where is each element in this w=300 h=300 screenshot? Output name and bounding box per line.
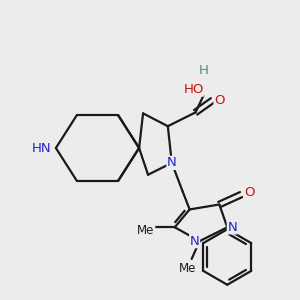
Text: N: N: [190, 235, 200, 248]
Text: H: H: [199, 64, 208, 77]
Text: HN: HN: [32, 142, 52, 154]
Text: O: O: [244, 186, 254, 199]
Text: O: O: [214, 94, 225, 107]
Text: Me: Me: [137, 224, 155, 237]
Text: N: N: [227, 221, 237, 234]
Text: Me: Me: [179, 262, 196, 275]
Text: N: N: [167, 156, 177, 170]
Text: HO: HO: [183, 83, 204, 96]
